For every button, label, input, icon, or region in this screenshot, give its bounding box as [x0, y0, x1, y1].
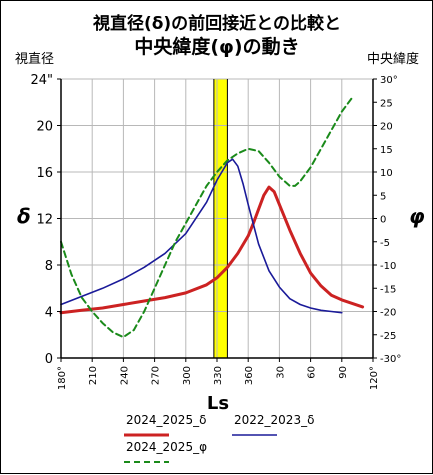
x-axis-label: Ls	[207, 393, 229, 414]
right-tick-label: -20	[380, 308, 396, 319]
x-tick-label: 60	[307, 366, 318, 379]
left-axis-symbol: δ	[17, 204, 31, 228]
chart-subtitle: 中央緯度(φ)の動き	[134, 35, 299, 58]
x-tick-label: 30	[275, 366, 286, 379]
legend-label-1: 2024_2025_δ	[126, 413, 206, 427]
right-axis-title: 中央緯度	[367, 51, 419, 67]
x-tick-label: 240	[119, 366, 130, 385]
left-tick-label: 24"	[30, 73, 53, 88]
right-tick-label: -30°	[380, 354, 401, 365]
x-tick-label: 270	[151, 366, 162, 385]
right-tick-label: 25	[380, 98, 393, 109]
left-tick-label: 12	[36, 213, 53, 228]
right-axis-symbol: φ	[409, 204, 425, 228]
x-tick-label: 210	[88, 366, 99, 385]
left-tick-label: 4	[45, 306, 53, 321]
right-tick-label: -15	[380, 284, 396, 295]
right-tick-label: 30°	[380, 75, 398, 86]
right-tick-label: 20	[380, 122, 393, 133]
legend-label-2: 2022_2023_δ	[234, 413, 314, 427]
series-line-1	[59, 185, 365, 315]
left-tick-label: 8	[45, 259, 53, 274]
x-tick-label: 300	[182, 366, 193, 385]
x-tick-label: 180°	[57, 366, 68, 390]
left-axis-title: 視直径	[15, 52, 54, 67]
right-tick-label: -5	[380, 238, 390, 249]
legend-label-3: 2024_2025_φ	[126, 440, 207, 454]
series-line-3	[60, 96, 354, 339]
series-line-2	[60, 158, 343, 314]
left-tick-label: 16	[36, 166, 53, 181]
x-tick-label: 330	[213, 366, 224, 385]
left-tick-label: 0	[45, 352, 53, 367]
x-tick-label: 120°	[369, 366, 380, 390]
left-tick-label: 20	[36, 120, 53, 135]
right-tick-label: -10	[380, 261, 396, 272]
right-tick-label: 10	[380, 168, 393, 179]
right-tick-label: -25	[380, 331, 396, 342]
x-tick-label: 360	[244, 366, 255, 385]
chart-title: 視直径(δ)の前回接近との比較と	[92, 13, 341, 34]
right-tick-label: 0	[380, 215, 386, 226]
right-tick-label: 15	[380, 145, 393, 156]
x-tick-label: 90	[338, 366, 349, 379]
right-tick-label: 5	[380, 191, 386, 202]
